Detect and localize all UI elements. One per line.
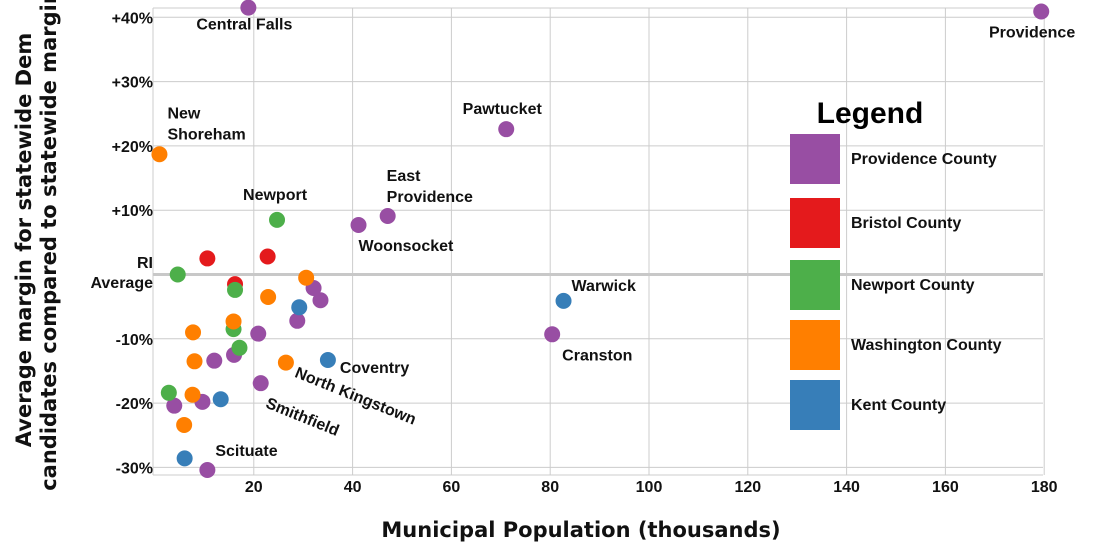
- data-point: [312, 292, 329, 309]
- point-label: Warwick: [572, 278, 636, 295]
- data-point: [151, 146, 168, 163]
- legend: Legend Providence County Bristol County Ne…: [790, 97, 1002, 430]
- legend-swatch: [790, 260, 840, 310]
- data-point: [544, 326, 561, 343]
- y-tick-label: -20%: [116, 396, 153, 413]
- data-point: [169, 266, 186, 283]
- data-point: [225, 313, 242, 330]
- y-tick-label: -10%: [116, 332, 153, 349]
- data-point: [199, 461, 216, 478]
- point-labels: Providence Central Falls Pawtucket East Prov…: [167, 17, 1075, 460]
- y-tick-label: +30%: [112, 75, 153, 92]
- x-axis-ticks: 20 40 60 80 100 120 140 160 180: [245, 479, 1058, 496]
- point-label: Woonsocket: [359, 238, 455, 255]
- gridlines: [152, 7, 1045, 476]
- point-label: Cranston: [562, 347, 632, 364]
- data-point: [252, 375, 269, 392]
- data-point: [289, 312, 306, 329]
- ri-average-label-line: Average: [90, 275, 153, 292]
- legend-swatch: [790, 198, 840, 248]
- point-label: Scituate: [215, 443, 277, 460]
- data-point: [176, 416, 193, 433]
- data-point: [227, 281, 244, 298]
- point-label: Smithfield: [263, 395, 341, 440]
- point-label: Providence: [989, 25, 1075, 42]
- x-tick-label: 60: [443, 479, 461, 496]
- data-point: [212, 391, 229, 408]
- data-point: [199, 250, 216, 267]
- data-point: [319, 352, 336, 369]
- point-label: Newport: [243, 187, 308, 204]
- point-label: Pawtucket: [463, 101, 543, 118]
- data-point: [291, 299, 308, 316]
- data-point: [240, 0, 257, 16]
- data-points: [151, 0, 1050, 478]
- y-tick-label: +10%: [112, 203, 153, 220]
- data-point: [186, 353, 203, 370]
- point-label-line: East: [387, 168, 421, 185]
- point-label: East Providence: [387, 168, 473, 206]
- x-tick-label: 20: [245, 479, 263, 496]
- legend-label: Providence County: [851, 151, 997, 168]
- data-point: [269, 211, 286, 228]
- data-point: [185, 324, 202, 341]
- legend-label: Kent County: [851, 397, 946, 414]
- legend-label: Washington County: [851, 337, 1002, 354]
- legend-label: Newport County: [851, 277, 975, 294]
- data-point: [298, 269, 315, 286]
- y-axis-title-line: candidates compared to statewide margin: [37, 0, 61, 491]
- data-point: [259, 248, 276, 265]
- data-point: [250, 325, 267, 342]
- data-point: [160, 384, 177, 401]
- y-tick-label: -30%: [116, 460, 153, 477]
- data-point: [176, 450, 193, 467]
- data-point: [166, 397, 183, 414]
- y-tick-label: +40%: [112, 10, 153, 27]
- x-tick-label: 100: [636, 479, 663, 496]
- legend-swatch: [790, 320, 840, 370]
- x-tick-label: 80: [541, 479, 559, 496]
- legend-title: Legend: [817, 97, 924, 130]
- data-point: [498, 121, 515, 138]
- data-point: [260, 289, 277, 306]
- x-tick-label: 180: [1031, 479, 1058, 496]
- x-tick-label: 120: [734, 479, 761, 496]
- point-label-line: Shoreham: [167, 126, 245, 143]
- point-label: Coventry: [340, 360, 409, 377]
- ri-average-label-line: RI: [137, 255, 153, 272]
- legend-label: Bristol County: [851, 215, 961, 232]
- point-label: Central Falls: [196, 17, 292, 34]
- point-label: New Shoreham: [167, 105, 245, 143]
- y-axis-title-line: Average margin for statewide Dem: [12, 33, 36, 447]
- point-label-line: Providence: [387, 189, 473, 206]
- x-tick-label: 40: [344, 479, 362, 496]
- data-point: [231, 339, 248, 356]
- x-tick-label: 140: [833, 479, 860, 496]
- data-point: [555, 292, 572, 309]
- data-point: [277, 354, 294, 371]
- data-point: [206, 352, 223, 369]
- data-point: [1033, 3, 1050, 20]
- data-point: [350, 216, 367, 233]
- data-point: [184, 386, 201, 403]
- ri-average-label: RI Average: [90, 255, 153, 292]
- legend-swatch: [790, 134, 840, 184]
- x-tick-label: 160: [932, 479, 959, 496]
- y-axis-ticks: +40% +30% +20% +10% -10% -20% -30%: [112, 10, 153, 477]
- y-tick-label: +20%: [112, 139, 153, 156]
- x-axis-title: Municipal Population (thousands): [381, 518, 780, 542]
- point-label-line: New: [167, 105, 200, 122]
- legend-swatch: [790, 380, 840, 430]
- data-point: [379, 207, 396, 224]
